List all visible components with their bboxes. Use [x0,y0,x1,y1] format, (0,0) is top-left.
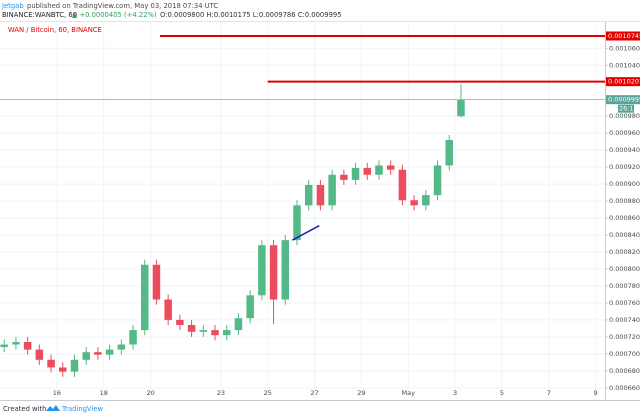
trendline [291,225,320,241]
x-tick-label: May [402,389,416,397]
candle-body [187,325,196,332]
y-tick-label: 0.0006600 [609,384,640,392]
candle-body [398,169,407,201]
published: published on TradingView.com, May 03, 20… [27,2,218,10]
level-box [606,77,640,87]
candle-body [35,349,44,360]
candle-body [293,205,301,241]
footer-created: Created with [3,405,46,413]
last-price-label: 0.0009995 [608,96,640,104]
candle-body [246,295,254,319]
level-label: 0.0010207 [608,78,640,86]
candle-body [328,174,336,206]
x-tick-label: 25 [264,389,272,397]
author[interactable]: Jetgab [1,2,24,10]
candle-body [152,264,161,300]
chart-title: WAN / Bitcoin, 60, BINANCE [8,26,102,34]
last-price-box [606,95,640,105]
candle-body [70,359,79,372]
candle-body [363,167,372,175]
x-tick-label: 23 [217,389,225,397]
candle-body [23,341,32,350]
candle-body [351,167,360,180]
candle-body [0,344,8,348]
x-tick-label: 7 [547,389,551,397]
x-tick-label: 18 [100,389,108,397]
candle-body [164,299,172,320]
x-tick-label: 27 [310,389,318,397]
x-tick-label: 29 [357,389,365,397]
x-tick-label: 9 [594,389,598,397]
level-box [606,31,640,41]
y-tick-label: 0.0009800 [609,112,640,120]
symbol: BINANCE:WANBTC, 60 [2,11,77,19]
candle-body [47,359,55,368]
candle-body [117,344,126,350]
candle-body [422,195,430,206]
x-tick-label: 20 [146,389,154,397]
x-tick-label: 3 [453,389,457,397]
candle-body [176,319,184,326]
candle-body [445,139,453,166]
candle-body [457,99,465,117]
level-label: 0.0010745 [608,32,640,40]
candle-body [12,341,20,345]
candle-body [211,330,219,336]
candle-body [281,240,290,300]
candle-body [340,174,348,180]
candle-body [258,245,266,296]
candle-body [433,165,442,196]
candle-body [129,330,137,345]
candle-body [410,200,418,206]
candle-body [304,184,313,206]
candle-body [199,330,208,332]
ohlc: O:0.0009800 H:0.0010175 L:0.0009786 C:0.… [160,11,342,19]
countdown: 26:16 [619,105,638,113]
candle-body [269,245,278,300]
candle-body [105,349,114,355]
candle-body [82,352,90,360]
candle-body [59,367,67,372]
change: ▲ +0.0000405 (+4.22%) [72,11,157,19]
footer-brand[interactable]: TradingView [61,405,104,413]
candle-body [316,184,325,206]
candle-body [141,264,149,331]
x-tick-label: 5 [500,389,504,397]
x-tick-label: 16 [53,389,61,397]
footer-logo [46,405,60,411]
candle-body [234,318,243,331]
candle-body [375,165,383,175]
candle-body [94,352,102,355]
candle-body [222,330,231,336]
countdown-box [618,104,634,113]
candle-body [386,165,395,170]
